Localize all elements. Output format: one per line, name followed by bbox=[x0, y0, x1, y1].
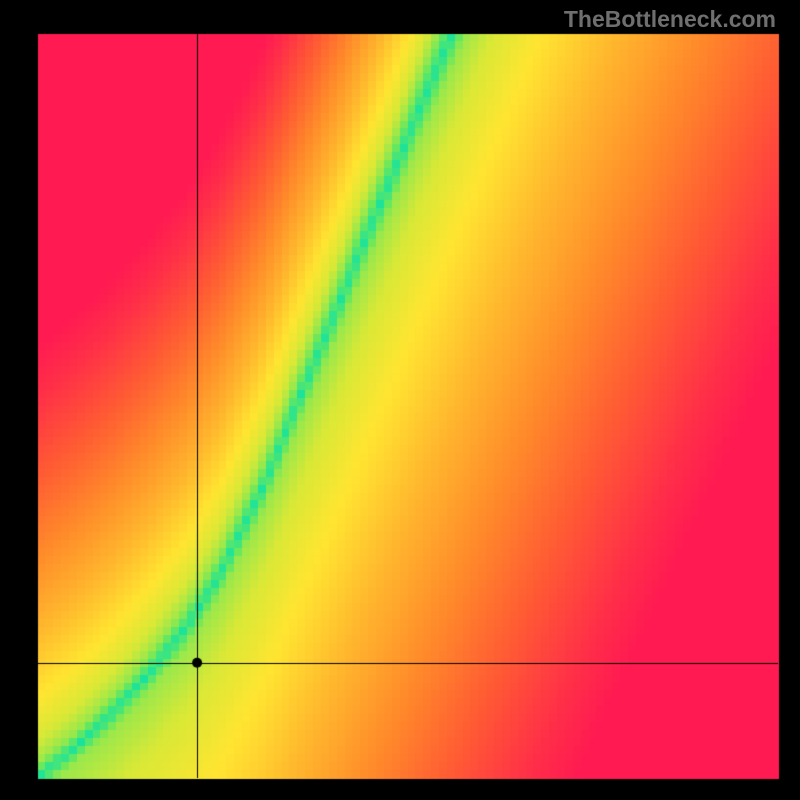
bottleneck-heatmap bbox=[0, 0, 800, 800]
watermark-text: TheBottleneck.com bbox=[564, 6, 776, 33]
chart-container: TheBottleneck.com bbox=[0, 0, 800, 800]
